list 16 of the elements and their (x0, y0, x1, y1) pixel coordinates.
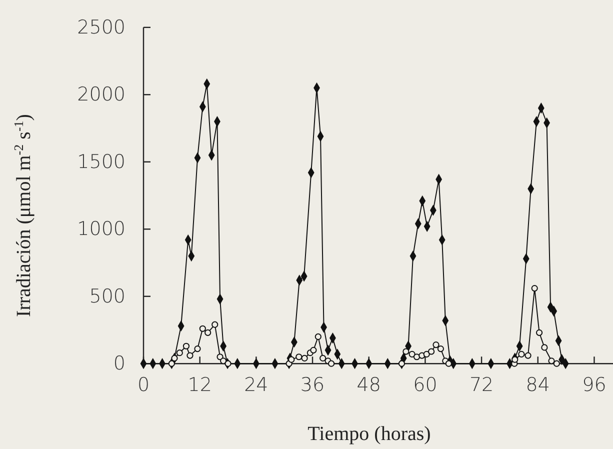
x-tick-label: 24 (244, 374, 268, 396)
x-tick-label: 48 (356, 374, 381, 396)
y-tick-label: 1500 (77, 150, 126, 173)
y-tick-label: 2000 (77, 84, 126, 106)
y-tick-label: 2500 (77, 16, 126, 38)
y-tick-label: 0 (113, 352, 126, 375)
x-axis-title: Tiempo (horas) (308, 423, 431, 445)
y-tick-label: 500 (89, 285, 126, 308)
x-tick-label: 72 (469, 374, 494, 396)
y-tick-label: 1000 (77, 218, 126, 240)
x-tick-label: 84 (526, 374, 550, 396)
x-tick-label: 60 (413, 374, 438, 396)
x-tick-label: 96 (582, 374, 606, 396)
x-tick-label: 0 (137, 374, 150, 396)
x-tick-label: 12 (188, 374, 212, 396)
x-tick-label: 36 (300, 374, 325, 396)
